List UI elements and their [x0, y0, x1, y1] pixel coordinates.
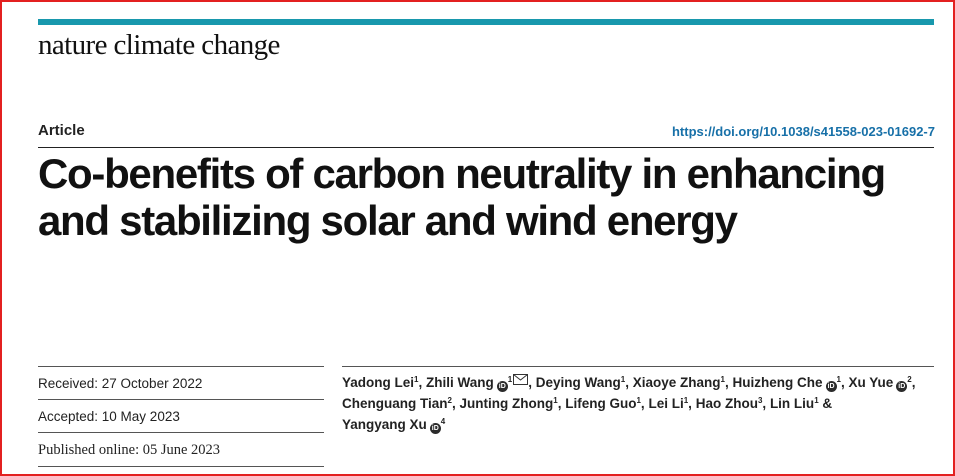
author-separator: ,: [418, 375, 423, 390]
author-entry[interactable]: Lei Li1,: [648, 396, 691, 411]
orcid-icon[interactable]: iD: [496, 381, 508, 392]
published-date: Published online: 05 June 2023: [38, 433, 324, 467]
author-name[interactable]: Xiaoye Zhang: [632, 375, 721, 390]
author-entry[interactable]: Xu Yue iD2,: [848, 375, 916, 392]
affiliation-number[interactable]: 4: [440, 417, 446, 426]
journal-accent-bar: [38, 19, 934, 25]
author-separator: ,: [640, 396, 645, 411]
journal-name[interactable]: nature climate change: [38, 29, 280, 61]
author-entry[interactable]: Junting Zhong1,: [460, 396, 562, 411]
affiliation-number[interactable]: 2: [447, 396, 452, 405]
orcid-icon[interactable]: iD: [429, 423, 441, 434]
affiliation-number[interactable]: 2: [907, 375, 912, 384]
author-name[interactable]: Lei Li: [648, 396, 684, 411]
article-type: Article: [38, 122, 85, 139]
orcid-icon[interactable]: iD: [825, 381, 837, 392]
affiliation-number[interactable]: 1: [620, 375, 626, 384]
orcid-icon[interactable]: iD: [896, 381, 908, 392]
author-separator: ,: [625, 375, 629, 390]
author-name[interactable]: Zhili Wang: [426, 375, 494, 390]
affiliation-number[interactable]: 1: [836, 375, 841, 384]
affiliation-number[interactable]: 3: [757, 396, 763, 405]
affiliation-number[interactable]: 1: [814, 396, 819, 405]
author-separator: ,: [528, 375, 532, 390]
author-entry[interactable]: Lin Liu1 &: [770, 396, 832, 411]
author-list: Yadong Lei1, Zhili Wang iD1, Deying Wang1…: [342, 372, 932, 435]
received-date: Received: 27 October 2022: [38, 367, 324, 400]
author-entry[interactable]: Xiaoye Zhang1,: [633, 375, 729, 390]
doi-link[interactable]: https://doi.org/10.1038/s41558-023-01692…: [671, 124, 935, 139]
author-name[interactable]: Yangyang Xu: [342, 417, 427, 432]
affiliation-number[interactable]: 1: [636, 396, 641, 405]
accepted-date: Accepted: 10 May 2023: [38, 400, 324, 433]
article-title: Co-benefits of carbon neutrality in enha…: [38, 150, 886, 244]
author-separator: ,: [840, 375, 845, 390]
affiliation-number[interactable]: 1: [507, 375, 513, 384]
mail-icon[interactable]: [513, 374, 529, 385]
publication-dates: Received: 27 October 2022 Accepted: 10 M…: [38, 367, 324, 467]
author-separator: ,: [911, 375, 916, 390]
author-name[interactable]: Junting Zhong: [459, 396, 554, 411]
author-separator: ,: [688, 396, 692, 411]
author-name[interactable]: Lifeng Guo: [565, 396, 637, 411]
author-entry[interactable]: Deying Wang1,: [536, 375, 629, 390]
author-separator: ,: [451, 396, 456, 411]
author-entry[interactable]: Lifeng Guo1,: [565, 396, 644, 411]
author-name[interactable]: Yadong Lei: [342, 375, 415, 390]
affiliation-number[interactable]: 1: [414, 375, 419, 384]
author-entry[interactable]: Hao Zhou3,: [696, 396, 766, 411]
author-name[interactable]: Huizheng Che: [732, 375, 823, 390]
author-separator: ,: [724, 375, 729, 390]
author-name[interactable]: Lin Liu: [769, 396, 815, 411]
author-name[interactable]: Deying Wang: [535, 375, 621, 390]
author-entry[interactable]: Huizheng Che iD1,: [732, 375, 845, 392]
affiliation-number[interactable]: 1: [553, 396, 558, 405]
author-entry[interactable]: Yadong Lei1,: [342, 375, 422, 390]
affiliation-number[interactable]: 1: [720, 375, 725, 384]
header-divider: [38, 147, 934, 148]
dates-divider: [38, 366, 324, 367]
author-entry[interactable]: Yangyang Xu iD4: [342, 417, 446, 434]
author-name[interactable]: Xu Yue: [848, 375, 894, 390]
author-name[interactable]: Hao Zhou: [695, 396, 758, 411]
author-separator: &: [818, 396, 833, 411]
author-name[interactable]: Chenguang Tian: [342, 396, 448, 411]
author-entry[interactable]: Zhili Wang iD1,: [426, 374, 532, 392]
author-separator: ,: [557, 396, 562, 411]
author-separator: ,: [762, 396, 767, 411]
affiliation-number[interactable]: 1: [683, 396, 689, 405]
authors-divider: [342, 366, 934, 367]
author-entry[interactable]: Chenguang Tian2,: [342, 396, 456, 411]
